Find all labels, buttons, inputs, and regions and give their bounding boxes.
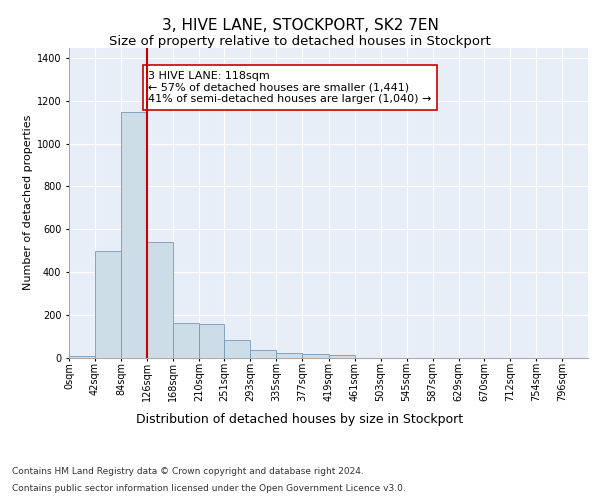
Text: Size of property relative to detached houses in Stockport: Size of property relative to detached ho…	[109, 35, 491, 48]
Text: Distribution of detached houses by size in Stockport: Distribution of detached houses by size …	[136, 412, 464, 426]
Bar	[224, 340, 250, 357]
Text: 3, HIVE LANE, STOCKPORT, SK2 7EN: 3, HIVE LANE, STOCKPORT, SK2 7EN	[161, 18, 439, 32]
Bar	[121, 112, 147, 358]
Bar	[329, 356, 355, 358]
Bar	[95, 250, 121, 358]
Bar	[173, 324, 199, 358]
Bar	[250, 350, 277, 358]
Bar	[277, 353, 302, 358]
Bar	[302, 354, 329, 358]
Y-axis label: Number of detached properties: Number of detached properties	[23, 115, 32, 290]
Text: 3 HIVE LANE: 118sqm
← 57% of detached houses are smaller (1,441)
41% of semi-det: 3 HIVE LANE: 118sqm ← 57% of detached ho…	[148, 71, 431, 104]
Text: Contains public sector information licensed under the Open Government Licence v3: Contains public sector information licen…	[12, 484, 406, 493]
Text: Contains HM Land Registry data © Crown copyright and database right 2024.: Contains HM Land Registry data © Crown c…	[12, 468, 364, 476]
Bar	[199, 324, 224, 358]
Bar	[69, 356, 95, 358]
Bar	[147, 242, 173, 358]
